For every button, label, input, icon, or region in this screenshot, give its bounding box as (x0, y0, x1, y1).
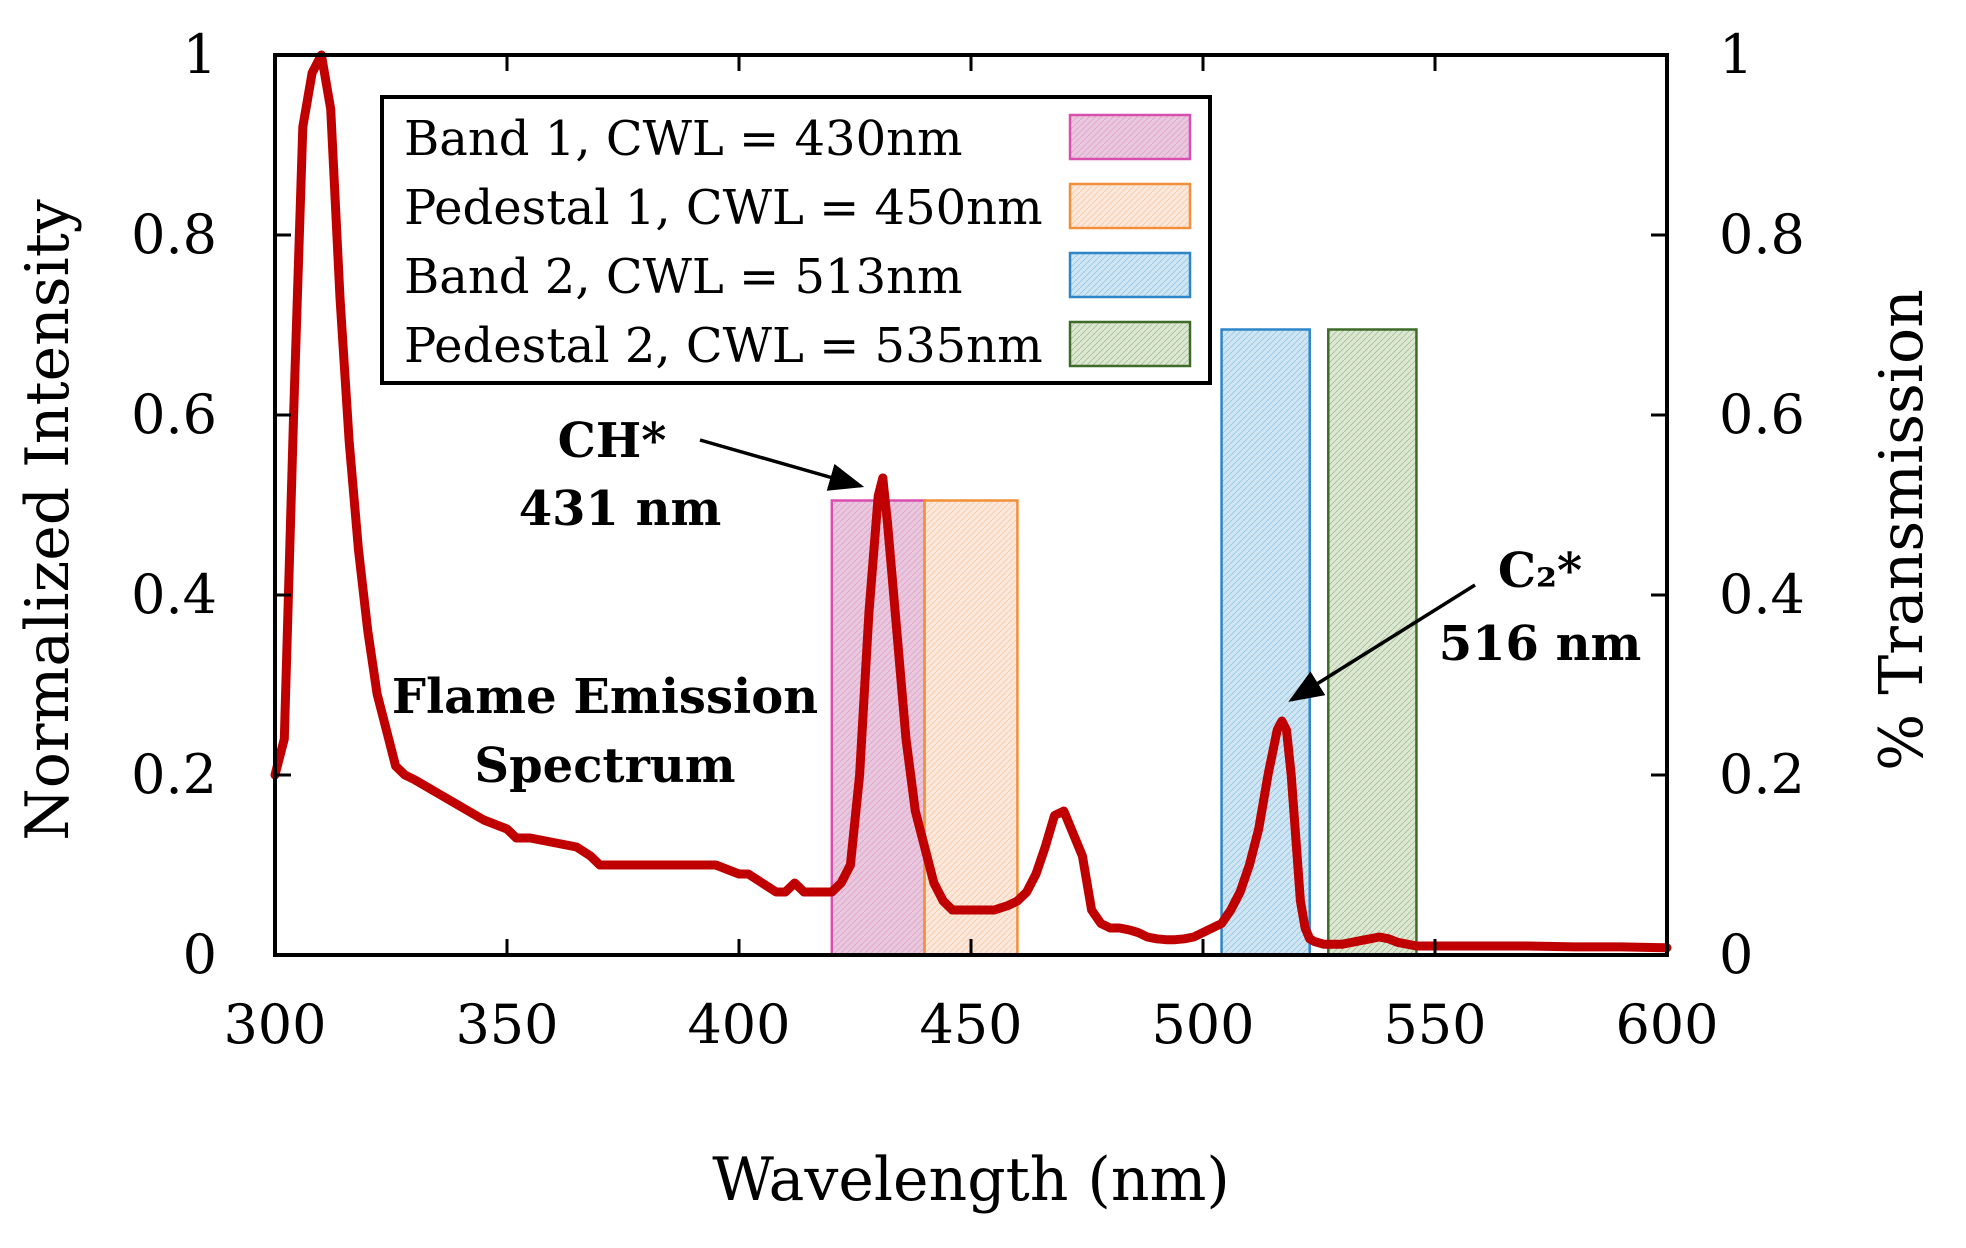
band-rect-4 (1327, 328, 1418, 957)
y-tick-label: 0.2 (131, 743, 217, 806)
legend-swatch-3 (1068, 251, 1192, 299)
band-rect-2 (923, 499, 1019, 957)
annotations: CH* 431 nm C₂* 516 nm Flame Emission Spectrum (392, 413, 1641, 794)
y-tick-label: 1 (183, 23, 217, 86)
y-axis-title: Normalized Intensity (13, 199, 83, 841)
annotation-c2-arrow (1288, 583, 1476, 702)
series-line-1 (270, 50, 1672, 953)
spectrum-series (270, 50, 1672, 953)
legend-swatch-4 (1068, 320, 1192, 368)
legend-swatch-2 (1068, 182, 1192, 230)
annotation-ch-arrow (699, 438, 865, 491)
annotation-spectrum-line1: Flame Emission (392, 669, 818, 725)
x-tick-label: 450 (919, 993, 1022, 1056)
y2-tick-label: 0.6 (1719, 383, 1805, 446)
legend-label-2: Pedestal 1, CWL = 450nm (404, 180, 1043, 236)
x-tick-label: 600 (1615, 993, 1718, 1056)
annotation-spectrum-line2: Spectrum (474, 738, 735, 794)
annotation-c2-wavelength: 516 nm (1439, 616, 1642, 672)
legend-swatch-1 (1068, 113, 1192, 161)
legend-label-1: Band 1, CWL = 430nm (404, 111, 963, 167)
x-tick-label: 350 (455, 993, 558, 1056)
y2-axis-title: % Transmission (1867, 289, 1937, 771)
legend: Band 1, CWL = 430nm Pedestal 1, CWL = 450… (380, 95, 1212, 385)
annotation-ch-label: CH* (558, 413, 667, 469)
filter-bands (830, 328, 1418, 957)
x-tick-label: 400 (687, 993, 790, 1056)
y2-tick-label: 0.4 (1719, 563, 1805, 626)
x-tick-label: 550 (1383, 993, 1486, 1056)
y2-tick-label: 0.8 (1719, 203, 1805, 266)
annotation-c2-label: C₂* (1498, 543, 1582, 599)
y2-tick-label: 1 (1719, 23, 1753, 86)
y-tick-label: 0.8 (131, 203, 217, 266)
y-tick-label: 0.4 (131, 563, 217, 626)
legend-label-3: Band 2, CWL = 513nm (404, 249, 963, 305)
x-axis-title: Wavelength (nm) (712, 1145, 1230, 1215)
x-tick-label: 300 (223, 993, 326, 1056)
legend-label-4: Pedestal 2, CWL = 535nm (404, 318, 1043, 374)
x-tick-label: 500 (1151, 993, 1254, 1056)
annotation-ch-wavelength: 431 nm (519, 481, 722, 537)
band-rect-1 (830, 499, 926, 957)
y2-tick-label: 0 (1719, 923, 1753, 986)
y-tick-label: 0 (183, 923, 217, 986)
y-tick-label: 0.6 (131, 383, 217, 446)
y2-tick-label: 0.2 (1719, 743, 1805, 806)
